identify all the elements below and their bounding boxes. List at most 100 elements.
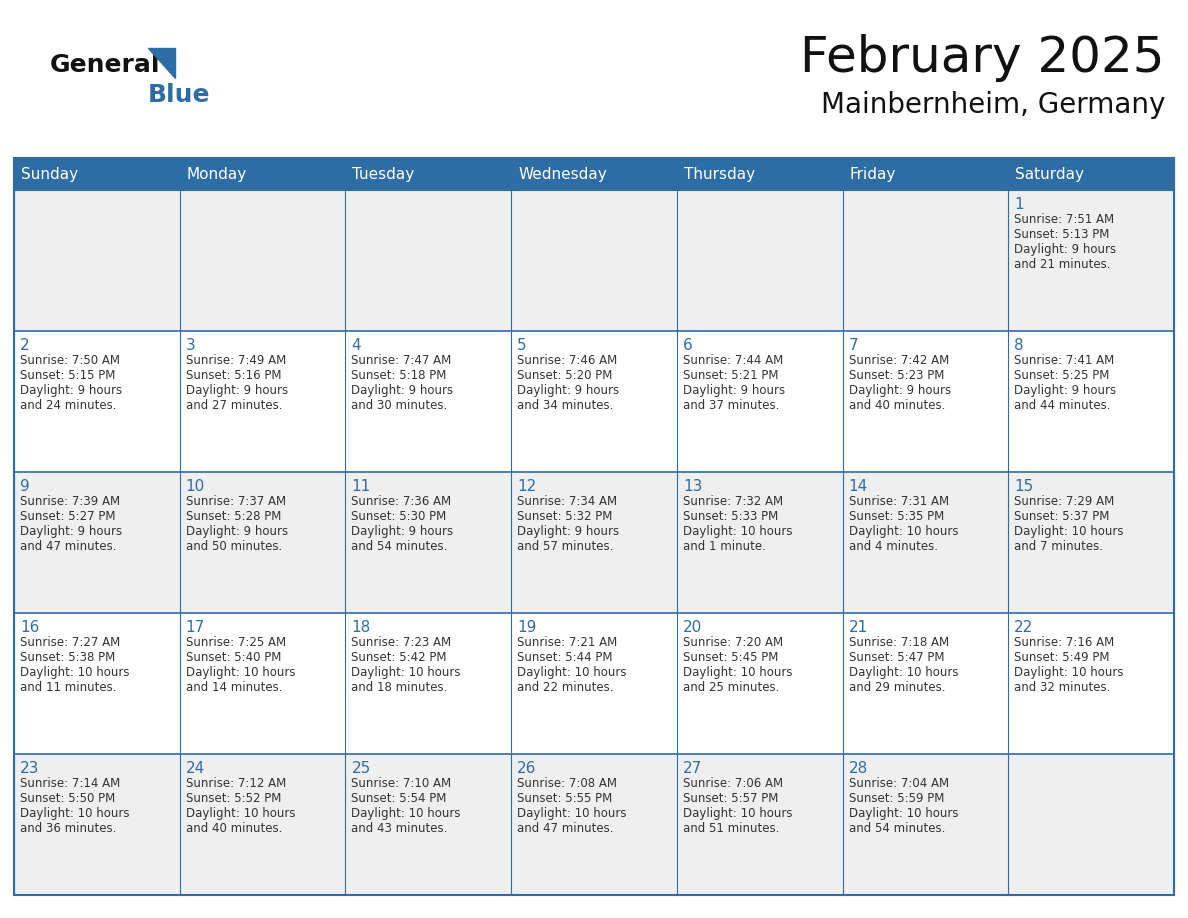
Text: Sunset: 5:33 PM: Sunset: 5:33 PM — [683, 510, 778, 523]
Text: 4: 4 — [352, 338, 361, 353]
Text: Sunset: 5:21 PM: Sunset: 5:21 PM — [683, 369, 778, 382]
Text: Sunset: 5:57 PM: Sunset: 5:57 PM — [683, 792, 778, 805]
Text: Sunset: 5:13 PM: Sunset: 5:13 PM — [1015, 228, 1110, 241]
Text: and 47 minutes.: and 47 minutes. — [20, 540, 116, 553]
Text: February 2025: February 2025 — [801, 34, 1165, 82]
Text: Daylight: 10 hours: Daylight: 10 hours — [20, 666, 129, 679]
Bar — [14, 190, 1174, 331]
Text: Sunset: 5:45 PM: Sunset: 5:45 PM — [683, 651, 778, 664]
Text: and 34 minutes.: and 34 minutes. — [517, 399, 613, 412]
Text: and 25 minutes.: and 25 minutes. — [683, 681, 779, 694]
Text: and 30 minutes.: and 30 minutes. — [352, 399, 448, 412]
Text: Daylight: 10 hours: Daylight: 10 hours — [683, 666, 792, 679]
Text: and 7 minutes.: and 7 minutes. — [1015, 540, 1104, 553]
Text: Daylight: 10 hours: Daylight: 10 hours — [352, 807, 461, 820]
Text: Wednesday: Wednesday — [518, 166, 607, 182]
Text: Sunrise: 7:20 AM: Sunrise: 7:20 AM — [683, 636, 783, 649]
Text: and 24 minutes.: and 24 minutes. — [20, 399, 116, 412]
Text: Sunset: 5:32 PM: Sunset: 5:32 PM — [517, 510, 613, 523]
Text: Daylight: 9 hours: Daylight: 9 hours — [517, 525, 619, 538]
Text: Sunset: 5:59 PM: Sunset: 5:59 PM — [848, 792, 944, 805]
Text: and 21 minutes.: and 21 minutes. — [1015, 258, 1111, 271]
Text: Daylight: 9 hours: Daylight: 9 hours — [352, 525, 454, 538]
Text: 26: 26 — [517, 761, 537, 776]
Text: Sunrise: 7:37 AM: Sunrise: 7:37 AM — [185, 495, 286, 508]
Text: Daylight: 10 hours: Daylight: 10 hours — [20, 807, 129, 820]
Text: Daylight: 9 hours: Daylight: 9 hours — [1015, 384, 1117, 397]
Text: Sunset: 5:50 PM: Sunset: 5:50 PM — [20, 792, 115, 805]
Text: Sunset: 5:20 PM: Sunset: 5:20 PM — [517, 369, 613, 382]
Text: Sunrise: 7:08 AM: Sunrise: 7:08 AM — [517, 777, 617, 790]
Text: Sunset: 5:40 PM: Sunset: 5:40 PM — [185, 651, 282, 664]
Text: 2: 2 — [20, 338, 30, 353]
Text: Daylight: 9 hours: Daylight: 9 hours — [1015, 243, 1117, 256]
Text: 12: 12 — [517, 479, 537, 494]
Text: Sunrise: 7:29 AM: Sunrise: 7:29 AM — [1015, 495, 1114, 508]
Text: 1: 1 — [1015, 197, 1024, 212]
Text: Sunrise: 7:50 AM: Sunrise: 7:50 AM — [20, 354, 120, 367]
Text: and 4 minutes.: and 4 minutes. — [848, 540, 937, 553]
Text: 24: 24 — [185, 761, 206, 776]
Text: Sunday: Sunday — [21, 166, 78, 182]
Text: 8: 8 — [1015, 338, 1024, 353]
Text: and 36 minutes.: and 36 minutes. — [20, 822, 116, 835]
Text: Sunrise: 7:16 AM: Sunrise: 7:16 AM — [1015, 636, 1114, 649]
Text: 11: 11 — [352, 479, 371, 494]
Text: Sunrise: 7:18 AM: Sunrise: 7:18 AM — [848, 636, 949, 649]
Text: Sunrise: 7:04 AM: Sunrise: 7:04 AM — [848, 777, 949, 790]
Text: Daylight: 10 hours: Daylight: 10 hours — [185, 666, 295, 679]
Bar — [14, 331, 1174, 472]
Text: and 27 minutes.: and 27 minutes. — [185, 399, 283, 412]
Text: 25: 25 — [352, 761, 371, 776]
Text: Daylight: 9 hours: Daylight: 9 hours — [517, 384, 619, 397]
Text: Sunrise: 7:32 AM: Sunrise: 7:32 AM — [683, 495, 783, 508]
Text: Sunrise: 7:12 AM: Sunrise: 7:12 AM — [185, 777, 286, 790]
Text: Daylight: 9 hours: Daylight: 9 hours — [185, 384, 287, 397]
Text: Sunrise: 7:27 AM: Sunrise: 7:27 AM — [20, 636, 120, 649]
Text: Sunrise: 7:31 AM: Sunrise: 7:31 AM — [848, 495, 949, 508]
Text: Daylight: 9 hours: Daylight: 9 hours — [20, 525, 122, 538]
Text: Daylight: 9 hours: Daylight: 9 hours — [848, 384, 950, 397]
Text: Sunrise: 7:25 AM: Sunrise: 7:25 AM — [185, 636, 286, 649]
Text: Sunset: 5:47 PM: Sunset: 5:47 PM — [848, 651, 944, 664]
Text: Sunset: 5:18 PM: Sunset: 5:18 PM — [352, 369, 447, 382]
Text: 17: 17 — [185, 620, 206, 635]
Text: Daylight: 10 hours: Daylight: 10 hours — [185, 807, 295, 820]
Text: 15: 15 — [1015, 479, 1034, 494]
Bar — [14, 158, 1174, 895]
Text: General: General — [50, 53, 160, 77]
Polygon shape — [148, 48, 175, 78]
Text: Sunset: 5:49 PM: Sunset: 5:49 PM — [1015, 651, 1110, 664]
Text: Sunrise: 7:46 AM: Sunrise: 7:46 AM — [517, 354, 618, 367]
Text: Daylight: 10 hours: Daylight: 10 hours — [848, 807, 958, 820]
Text: Sunset: 5:54 PM: Sunset: 5:54 PM — [352, 792, 447, 805]
Text: Sunrise: 7:51 AM: Sunrise: 7:51 AM — [1015, 213, 1114, 226]
Text: Sunset: 5:38 PM: Sunset: 5:38 PM — [20, 651, 115, 664]
Text: and 54 minutes.: and 54 minutes. — [352, 540, 448, 553]
Text: 16: 16 — [20, 620, 39, 635]
Text: 5: 5 — [517, 338, 526, 353]
Text: and 22 minutes.: and 22 minutes. — [517, 681, 614, 694]
Text: Daylight: 9 hours: Daylight: 9 hours — [683, 384, 785, 397]
Text: 18: 18 — [352, 620, 371, 635]
Text: and 51 minutes.: and 51 minutes. — [683, 822, 779, 835]
Text: Sunset: 5:52 PM: Sunset: 5:52 PM — [185, 792, 282, 805]
Text: Daylight: 10 hours: Daylight: 10 hours — [352, 666, 461, 679]
Text: and 54 minutes.: and 54 minutes. — [848, 822, 944, 835]
Text: Sunset: 5:25 PM: Sunset: 5:25 PM — [1015, 369, 1110, 382]
Text: 7: 7 — [848, 338, 858, 353]
Text: and 32 minutes.: and 32 minutes. — [1015, 681, 1111, 694]
Text: 20: 20 — [683, 620, 702, 635]
Text: Sunrise: 7:06 AM: Sunrise: 7:06 AM — [683, 777, 783, 790]
Text: Mainbernheim, Germany: Mainbernheim, Germany — [821, 91, 1165, 119]
Text: and 40 minutes.: and 40 minutes. — [848, 399, 944, 412]
Text: Sunset: 5:44 PM: Sunset: 5:44 PM — [517, 651, 613, 664]
Text: and 40 minutes.: and 40 minutes. — [185, 822, 282, 835]
Text: Daylight: 10 hours: Daylight: 10 hours — [517, 666, 626, 679]
Text: Sunrise: 7:41 AM: Sunrise: 7:41 AM — [1015, 354, 1114, 367]
Text: Tuesday: Tuesday — [353, 166, 415, 182]
Text: Sunrise: 7:42 AM: Sunrise: 7:42 AM — [848, 354, 949, 367]
Text: Sunrise: 7:36 AM: Sunrise: 7:36 AM — [352, 495, 451, 508]
Text: 22: 22 — [1015, 620, 1034, 635]
Text: 14: 14 — [848, 479, 867, 494]
